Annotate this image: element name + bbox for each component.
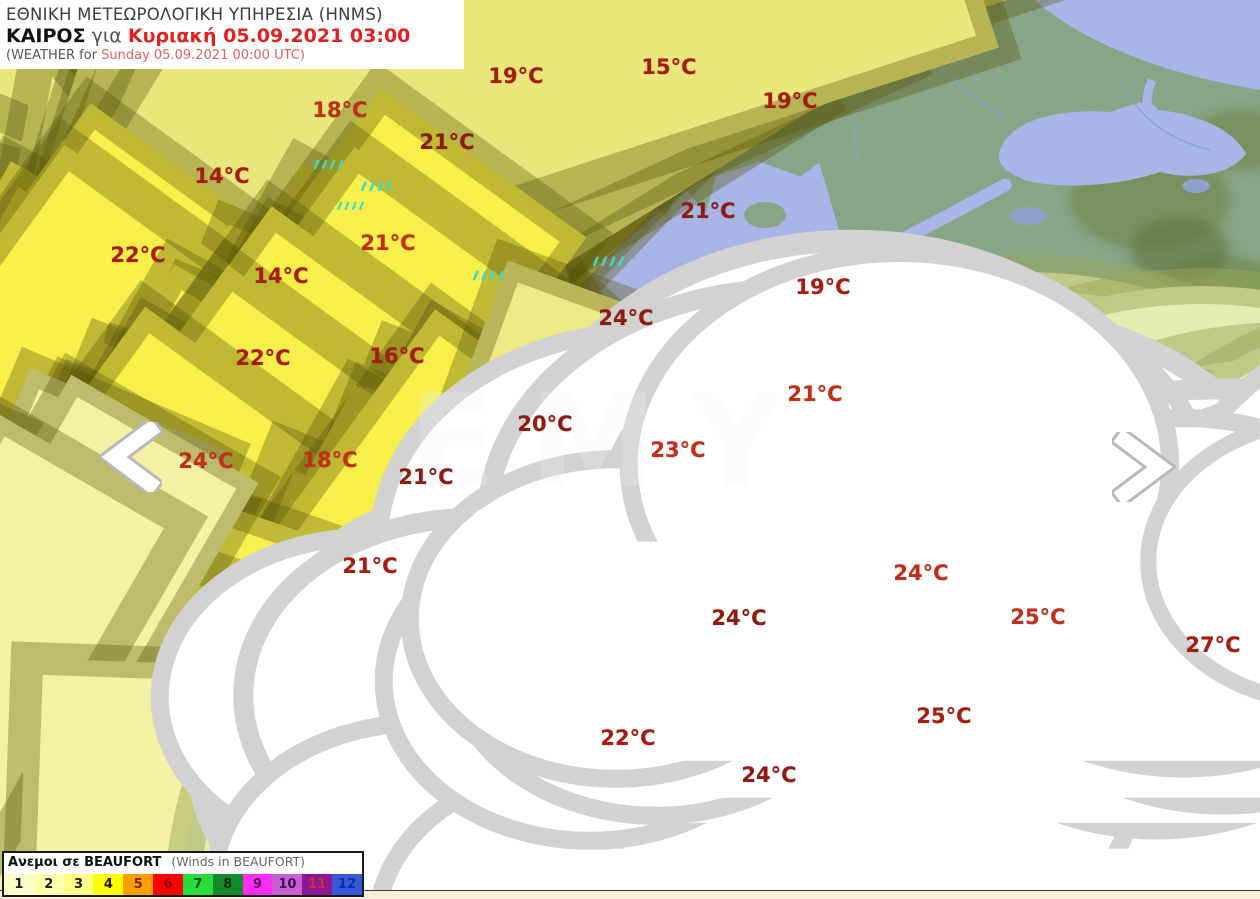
temperature-label: 22°C xyxy=(235,346,291,370)
sea-overlays xyxy=(148,0,1260,556)
beaufort-cell: 4 xyxy=(93,874,124,895)
temperature-label: 14°C xyxy=(194,164,250,188)
temperature-label: 22°C xyxy=(110,243,166,267)
rain-cloud-icon xyxy=(592,256,1260,890)
beaufort-cell: 7 xyxy=(182,874,213,895)
temperature-label: 24°C xyxy=(711,606,767,630)
beaufort-cell: 3 xyxy=(63,874,94,895)
temperature-label: 21°C xyxy=(398,465,454,489)
beaufort-cell: 6 xyxy=(153,874,183,895)
beaufort-cell: 8 xyxy=(212,874,243,895)
rain-cloud-icon xyxy=(472,270,1260,890)
temperature-label: 18°C xyxy=(302,448,358,472)
beaufort-cell: 11 xyxy=(302,874,333,895)
temperature-label: 24°C xyxy=(598,306,654,330)
temperature-label: 15°C xyxy=(641,55,697,79)
temperature-label: 21°C xyxy=(787,382,843,406)
agency-title: ΕΘΝΙΚΗ ΜΕΤΕΩΡΟΛΟΓΙΚΗ ΥΠΗΡΕΣΙΑ (HNMS) xyxy=(6,5,383,24)
temperature-label: 25°C xyxy=(916,704,972,728)
rain-cloud-icon xyxy=(360,181,1260,890)
temperature-label: 14°C xyxy=(253,264,309,288)
beaufort-cell: 2 xyxy=(33,874,64,895)
temperature-label: 24°C xyxy=(741,763,797,787)
temperature-label: 18°C xyxy=(312,98,368,122)
temperature-label: 22°C xyxy=(600,726,656,750)
temperature-label: 19°C xyxy=(762,89,818,113)
chevron-left-icon[interactable] xyxy=(98,422,162,492)
hnms-watermark: ΕΜΥ xyxy=(408,368,818,517)
forecast-subtitle-en: (WEATHER for Sunday 05.09.2021 00:00 UTC… xyxy=(6,48,305,63)
temperature-label: 20°C xyxy=(517,412,573,436)
beaufort-cell: 1 xyxy=(4,874,34,895)
beaufort-cell: 5 xyxy=(123,874,154,895)
temperature-label: 19°C xyxy=(488,64,544,88)
temperature-label: 21°C xyxy=(360,231,416,255)
beaufort-cell: 10 xyxy=(272,874,303,895)
beaufort-legend: Ανεμοι σε BEAUFORT (Winds in BEAUFORT) 1… xyxy=(2,851,364,897)
temperature-label: 16°C xyxy=(369,344,425,368)
temperature-label: 27°C xyxy=(1185,633,1241,657)
temperature-label: 25°C xyxy=(1010,605,1066,629)
temperature-label: 24°C xyxy=(893,561,949,585)
temperature-label: 19°C xyxy=(795,275,851,299)
rain-cloud-icon xyxy=(313,159,1260,870)
temperature-label: 23°C xyxy=(650,438,706,462)
weather-icons-layer xyxy=(62,152,1260,890)
chevron-right-icon[interactable] xyxy=(1112,432,1176,502)
map-header: ΕΘΝΙΚΗ ΜΕΤΕΩΡΟΛΟΓΙΚΗ ΥΠΗΡΕΣΙΑ (HNMS) ΚΑΙ… xyxy=(0,0,464,69)
beaufort-cell: 9 xyxy=(242,874,273,895)
legend-title-greek: Ανεμοι σε BEAUFORT xyxy=(8,855,162,870)
beaufort-scale: 1 2 3 4 5 6 7 8 9 10 11 12 xyxy=(4,874,362,895)
forecast-title: ΚΑΙΡΟΣ για Κυριακή 05.09.2021 03:00 xyxy=(6,25,411,47)
temperature-label: 21°C xyxy=(419,130,475,154)
temperature-label: 21°C xyxy=(680,199,736,223)
legend-title-english: (Winds in BEAUFORT) xyxy=(171,854,305,869)
temperature-label: 21°C xyxy=(342,554,398,578)
beaufort-cell: 12 xyxy=(332,874,362,895)
bottom-strip xyxy=(0,890,1260,899)
rain-cloud-icon xyxy=(337,201,1260,841)
temperature-label: 24°C xyxy=(178,449,234,473)
